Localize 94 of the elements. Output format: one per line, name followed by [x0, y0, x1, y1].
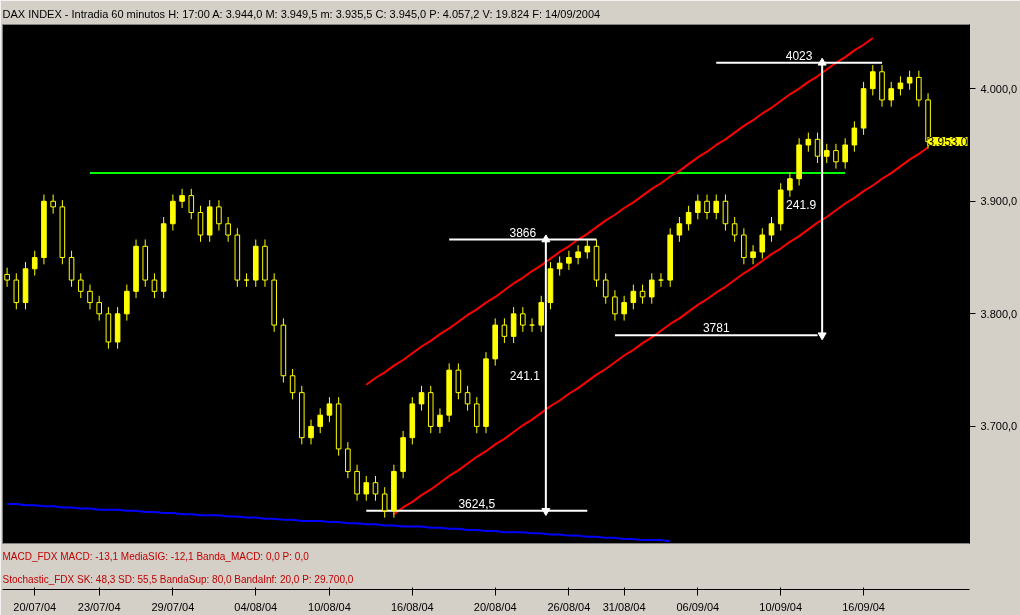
candlestick: [50, 194, 56, 215]
candlestick: [308, 419, 314, 445]
candlestick: [501, 317, 508, 344]
text: MACD_FDX MACD: -13,1 MediaSIG: -12,1 Banda_MACD: 0,0 P: 0,0: [2, 550, 310, 562]
annotation: 3781: [702, 321, 730, 336]
candlestick: [538, 295, 545, 333]
candlestick: [741, 227, 747, 265]
candlestick: [179, 188, 185, 209]
candlestick: [612, 289, 618, 322]
candlestick: [520, 306, 526, 333]
candlestick: [584, 239, 591, 260]
annotation: 4023: [785, 48, 813, 63]
x-tick-label: 29/07/04: [151, 600, 195, 613]
candlestick: [87, 284, 93, 310]
candlestick: [473, 396, 480, 434]
candlestick: [704, 194, 710, 220]
candlestick: [437, 407, 443, 434]
line-series: [392, 146, 930, 516]
x-tick-label: 20/07/04: [13, 600, 57, 613]
candlestick: [289, 368, 296, 400]
x-tick-label: 16/09/04: [842, 600, 886, 613]
candlestick: [639, 284, 646, 305]
candlestick: [345, 441, 351, 479]
y-tick-label: 4.000,0: [980, 82, 1018, 95]
x-tick-label: 20/08/04: [473, 600, 517, 613]
x-tick-label: 10/08/04: [308, 600, 351, 613]
candlestick: [566, 250, 572, 271]
candlestick: [851, 120, 858, 153]
candlestick: [648, 272, 655, 305]
candlestick: [787, 171, 793, 198]
candlestick: [317, 407, 324, 434]
candlestick: [768, 216, 775, 243]
x-tick-label: 16/08/04: [390, 600, 434, 613]
candlestick: [750, 244, 756, 265]
candlestick: [814, 132, 821, 164]
candlestick: [575, 244, 581, 265]
y-tick-label: 3.900,0: [980, 195, 1018, 208]
annotation: 241.9: [786, 197, 817, 212]
candlestick: [31, 250, 38, 277]
candlestick: [326, 396, 333, 423]
annotation: 3.953,0: [927, 135, 968, 150]
candlestick: [731, 216, 738, 243]
candlestick: [833, 143, 839, 170]
candlestick: [556, 255, 563, 277]
chart-title: DAX INDEX - Intradia 60 minutos H: 17:00 A: 3.944,0 M: 3.949,5 m: 3.935,5 C: 3.945,0 P: 4.057,2 V: 19.824 F: 14/09/2004: [2, 7, 601, 20]
candlestick: [842, 137, 848, 170]
candlestick: [354, 464, 360, 502]
candlestick: [381, 486, 388, 519]
candlestick: [897, 75, 904, 96]
candlestick: [510, 306, 517, 344]
candlestick: [805, 132, 812, 153]
candlestick: [216, 199, 222, 232]
candlestick: [888, 81, 895, 108]
y-tick-label: 3.700,0: [980, 420, 1018, 433]
candlestick: [225, 216, 231, 243]
candlestick: [77, 272, 84, 299]
candlestick: [685, 205, 692, 232]
candlestick: [151, 272, 158, 299]
candlestick: [170, 194, 176, 232]
x-tick-label: 23/07/04: [77, 600, 121, 613]
candlestick: [455, 362, 462, 400]
candlestick: [96, 295, 102, 322]
x-tick-label: 06/09/04: [676, 600, 720, 613]
x-tick-label: 04/08/04: [234, 600, 278, 613]
candlestick: [906, 70, 913, 91]
annotation: 241.1: [509, 368, 541, 383]
candlestick: [602, 272, 609, 305]
candlestick: [418, 385, 425, 412]
candlestick: [68, 250, 75, 288]
candlestick: [372, 475, 379, 502]
candlestick: [722, 194, 729, 232]
candlestick: [188, 188, 195, 220]
candlestick: [676, 216, 683, 243]
candlestick: [630, 284, 637, 310]
line-series: [365, 37, 874, 386]
annotation: 3866: [509, 225, 537, 240]
text: Stochastic_FDX SK: 48,3 SD: 55,5 BandaSup: 80,0 BandaInf: 20,0 P: 29.700,0: [2, 573, 354, 585]
annotation: 3624,5: [458, 496, 496, 511]
candlestick: [464, 385, 471, 412]
candlestick: [695, 194, 701, 220]
candlestick: [916, 70, 922, 108]
x-tick-label: 31/08/04: [602, 600, 646, 613]
candlestick: [870, 64, 876, 96]
x-tick-label: 10/09/04: [759, 600, 803, 613]
candlestick: [621, 295, 627, 322]
candlestick: [713, 194, 720, 220]
candlestick: [363, 475, 370, 502]
candlestick: [759, 227, 766, 260]
candlestick: [13, 272, 20, 310]
candlestick: [823, 143, 830, 164]
candlestick: [197, 205, 204, 243]
y-tick-label: 3.800,0: [980, 307, 1018, 320]
x-tick-label: 26/08/04: [547, 600, 591, 613]
candlestick: [124, 284, 130, 322]
